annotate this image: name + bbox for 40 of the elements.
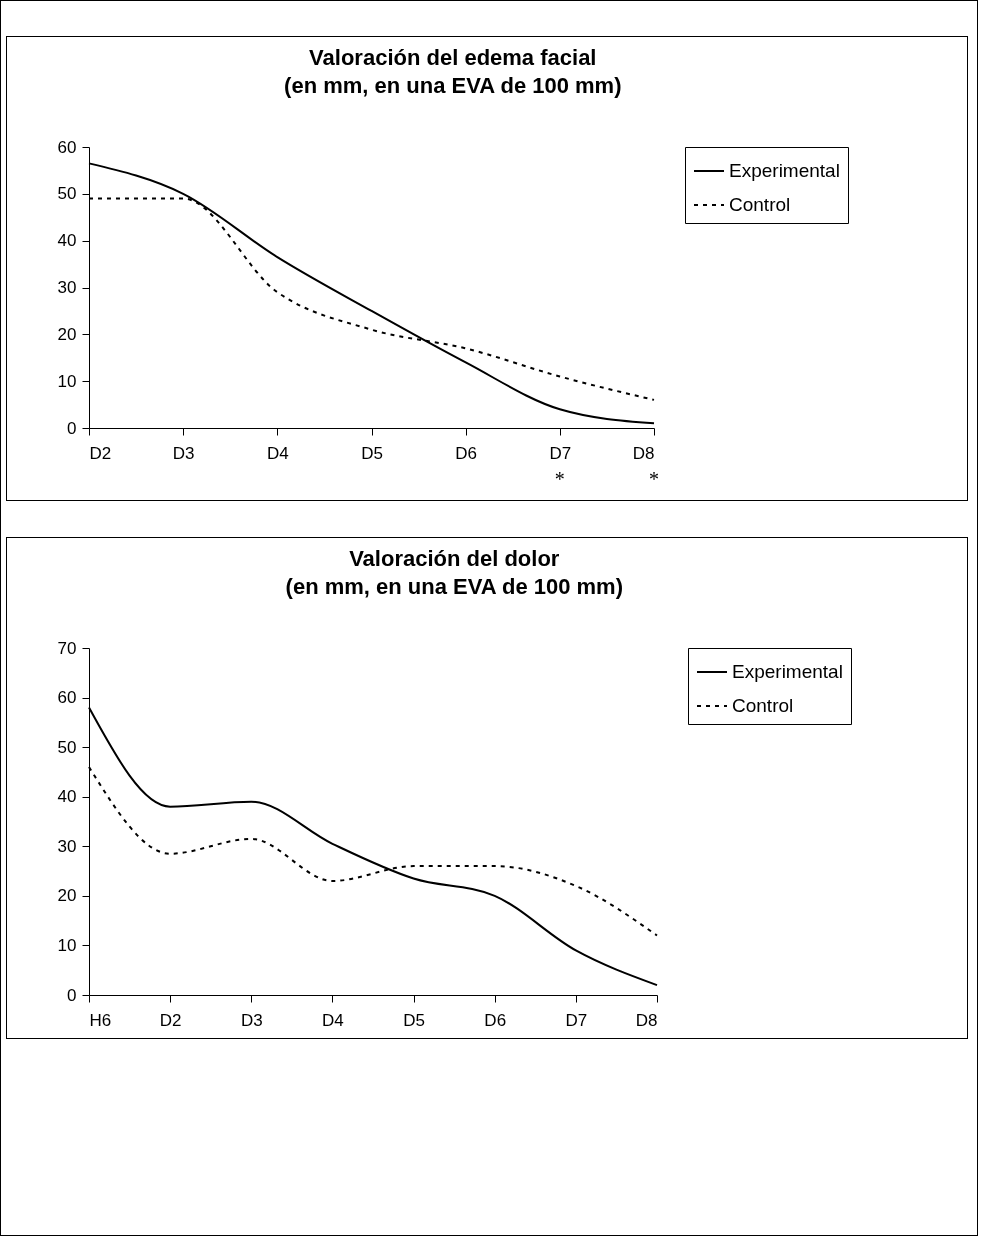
- x-tick-label: D6: [484, 1010, 507, 1030]
- y-tick-label: 10: [57, 935, 77, 955]
- x-tick-label: D5: [403, 1010, 425, 1030]
- y-tick-label: 40: [57, 787, 77, 807]
- chart-title: Valoración del edema facial: [309, 45, 597, 70]
- x-tick-label: D5: [361, 443, 383, 463]
- x-tick-label: D8: [635, 1010, 658, 1030]
- y-tick-label: 40: [57, 231, 77, 251]
- y-tick-label: 50: [57, 737, 77, 757]
- x-tick-label: D7: [549, 443, 572, 463]
- x-tick-label: D3: [240, 1010, 263, 1030]
- y-tick-label: 0: [67, 418, 77, 438]
- y-tick-label: 20: [57, 886, 77, 906]
- y-tick-label: 30: [57, 836, 77, 856]
- x-tick-label: D6: [455, 443, 478, 463]
- x-tick-label: D3: [172, 443, 195, 463]
- x-tick-label: D7: [565, 1010, 588, 1030]
- x-tick-label: D4: [266, 443, 289, 463]
- chart-title: Valoración del dolor: [349, 546, 560, 571]
- chart-subtitle: (en mm, en una EVA de 100 mm): [284, 73, 622, 98]
- x-tick-label: D8: [632, 443, 655, 463]
- legend-label: Control: [729, 194, 791, 215]
- legend-label: Control: [732, 695, 794, 716]
- y-tick-label: 60: [57, 688, 77, 708]
- x-tick-label: D2: [159, 1010, 182, 1030]
- legend-label: Experimental: [732, 661, 843, 682]
- y-tick-label: 20: [57, 324, 77, 344]
- y-tick-label: 0: [67, 985, 77, 1005]
- x-tick-label: D4: [322, 1010, 344, 1030]
- y-tick-label: 10: [57, 371, 77, 391]
- y-tick-label: 60: [57, 137, 77, 157]
- text: *: [554, 468, 565, 490]
- y-tick-label: 70: [57, 638, 77, 658]
- text: *: [649, 468, 659, 490]
- chart-subtitle: (en mm, en una EVA de 100 mm): [285, 574, 624, 599]
- y-tick-label: 30: [57, 278, 77, 297]
- legend-label: Experimental: [729, 160, 840, 181]
- x-tick-label: H6: [89, 1010, 112, 1030]
- x-tick-label: D2: [89, 443, 112, 463]
- y-tick-label: 50: [57, 184, 77, 204]
